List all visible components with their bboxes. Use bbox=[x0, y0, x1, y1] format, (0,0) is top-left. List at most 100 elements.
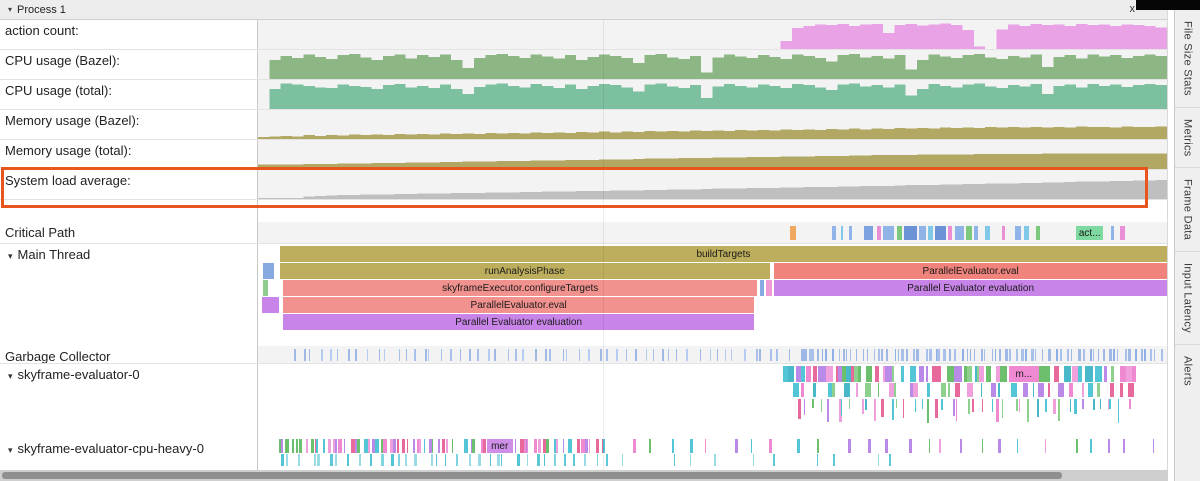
trace-slice[interactable] bbox=[877, 226, 881, 240]
collapse-arrow-icon[interactable]: ▾ bbox=[8, 5, 13, 14]
trace-slice[interactable] bbox=[990, 383, 997, 397]
trace-slice[interactable] bbox=[584, 439, 589, 453]
trace-slice[interactable] bbox=[1081, 399, 1085, 409]
trace-slice[interactable] bbox=[941, 399, 943, 410]
trace-slice[interactable] bbox=[812, 399, 814, 409]
trace-slice[interactable] bbox=[845, 349, 847, 361]
trace-slice[interactable] bbox=[689, 439, 693, 453]
trace-slice[interactable] bbox=[893, 383, 897, 397]
trace-slice[interactable] bbox=[889, 383, 895, 397]
trace-slice[interactable] bbox=[868, 439, 871, 453]
trace-slice[interactable] bbox=[468, 454, 471, 466]
trace-slice[interactable] bbox=[451, 439, 453, 453]
trace-slice[interactable] bbox=[979, 366, 985, 382]
trace-slice[interactable] bbox=[554, 439, 556, 453]
trace-slice[interactable] bbox=[812, 383, 817, 397]
trace-slice[interactable] bbox=[901, 349, 904, 361]
trace-slice[interactable] bbox=[1073, 399, 1077, 415]
trace-slice[interactable] bbox=[381, 439, 384, 453]
trace-slice[interactable] bbox=[705, 439, 707, 453]
trace-slice[interactable] bbox=[378, 349, 380, 361]
trace-slice[interactable] bbox=[335, 454, 337, 466]
trace-slice[interactable] bbox=[429, 439, 432, 453]
trace-slice[interactable] bbox=[446, 439, 449, 453]
trace-slice[interactable] bbox=[1002, 399, 1004, 419]
trace-slice[interactable] bbox=[1120, 383, 1123, 397]
trace-slice-labeled[interactable]: mer bbox=[486, 439, 513, 453]
trace-slice[interactable] bbox=[472, 439, 475, 453]
trace-slice[interactable] bbox=[576, 439, 581, 453]
trace-slice[interactable] bbox=[928, 439, 931, 453]
trace-slice[interactable] bbox=[419, 439, 421, 453]
trace-slice[interactable] bbox=[1069, 383, 1073, 397]
trace-slice[interactable] bbox=[406, 439, 409, 453]
trace-slice[interactable] bbox=[800, 383, 805, 397]
trace-slice[interactable] bbox=[1088, 383, 1094, 397]
trace-slice[interactable] bbox=[877, 349, 880, 361]
trace-slice[interactable] bbox=[840, 226, 844, 240]
trace-slice[interactable] bbox=[278, 439, 283, 453]
trace-slice[interactable] bbox=[864, 383, 871, 397]
trace-slice[interactable] bbox=[1097, 383, 1101, 397]
trace-slice[interactable] bbox=[375, 439, 379, 453]
trace-slice[interactable] bbox=[918, 226, 927, 240]
trace-slice[interactable] bbox=[542, 439, 546, 453]
trace-slice[interactable] bbox=[926, 399, 929, 423]
trace-slice[interactable] bbox=[1078, 349, 1081, 361]
track-label-critical-path[interactable]: Critical Path bbox=[0, 222, 258, 243]
trace-slice[interactable] bbox=[1024, 349, 1028, 361]
trace-slice[interactable] bbox=[1044, 439, 1046, 453]
trace-slice[interactable] bbox=[605, 454, 609, 466]
trace-slice[interactable] bbox=[982, 439, 984, 453]
trace-slice[interactable] bbox=[332, 439, 337, 453]
trace-slice[interactable] bbox=[913, 349, 915, 361]
tab-alerts[interactable]: Alerts bbox=[1175, 345, 1200, 397]
trace-slice[interactable] bbox=[744, 349, 747, 361]
trace-slice[interactable] bbox=[1019, 399, 1021, 413]
trace-slice[interactable] bbox=[538, 439, 542, 453]
trace-slice[interactable] bbox=[1070, 349, 1073, 361]
trace-slice[interactable] bbox=[549, 349, 551, 361]
trace-slice[interactable] bbox=[413, 349, 416, 361]
trace-slice[interactable] bbox=[519, 439, 524, 453]
trace-slice[interactable] bbox=[904, 226, 918, 240]
trace-slice[interactable] bbox=[350, 439, 355, 453]
trace-slice[interactable] bbox=[488, 349, 490, 361]
trace-slice[interactable] bbox=[825, 366, 834, 382]
tab-metrics[interactable]: Metrics bbox=[1175, 108, 1200, 169]
trace-slice[interactable] bbox=[911, 366, 917, 382]
trace-slice[interactable] bbox=[588, 439, 591, 453]
trace-slice[interactable] bbox=[316, 439, 318, 453]
trace-slice[interactable] bbox=[1128, 349, 1131, 361]
trace-slice[interactable] bbox=[1038, 383, 1044, 397]
trace-slice[interactable] bbox=[845, 366, 851, 382]
trace-slice[interactable] bbox=[848, 226, 853, 240]
trace-slice[interactable] bbox=[441, 439, 446, 453]
trace-slice[interactable] bbox=[1100, 399, 1102, 409]
tab-input-latency[interactable]: Input Latency bbox=[1175, 252, 1200, 346]
trace-slice[interactable] bbox=[262, 280, 268, 296]
trace-slice[interactable] bbox=[1060, 349, 1062, 361]
trace-slice[interactable] bbox=[1026, 399, 1029, 422]
trace-slice[interactable] bbox=[954, 383, 961, 397]
trace-slice[interactable] bbox=[359, 454, 362, 466]
trace-slice[interactable] bbox=[306, 439, 309, 453]
trace-slice[interactable] bbox=[966, 349, 969, 361]
trace-slice[interactable] bbox=[477, 349, 479, 361]
trace-slice[interactable] bbox=[1117, 399, 1120, 423]
trace-slice[interactable] bbox=[1153, 349, 1156, 361]
trace-slice[interactable] bbox=[606, 349, 608, 361]
track-label-system-load[interactable]: System load average: bbox=[0, 170, 258, 199]
process-header[interactable]: ▾ Process 1 x bbox=[0, 0, 1167, 20]
trace-slice[interactable] bbox=[938, 439, 942, 453]
trace-slice[interactable] bbox=[563, 454, 567, 466]
trace-slice[interactable] bbox=[583, 454, 587, 466]
counter-chart-cpu-total[interactable] bbox=[258, 80, 1167, 109]
trace-slice[interactable] bbox=[515, 349, 517, 361]
counter-chart-cpu-bazel[interactable] bbox=[258, 50, 1167, 79]
trace-slice[interactable] bbox=[709, 349, 712, 361]
collapse-arrow-icon[interactable]: ▾ bbox=[8, 445, 13, 455]
trace-slice[interactable] bbox=[1109, 349, 1113, 361]
trace-slice[interactable] bbox=[348, 349, 350, 361]
trace-slice[interactable] bbox=[1117, 349, 1119, 361]
